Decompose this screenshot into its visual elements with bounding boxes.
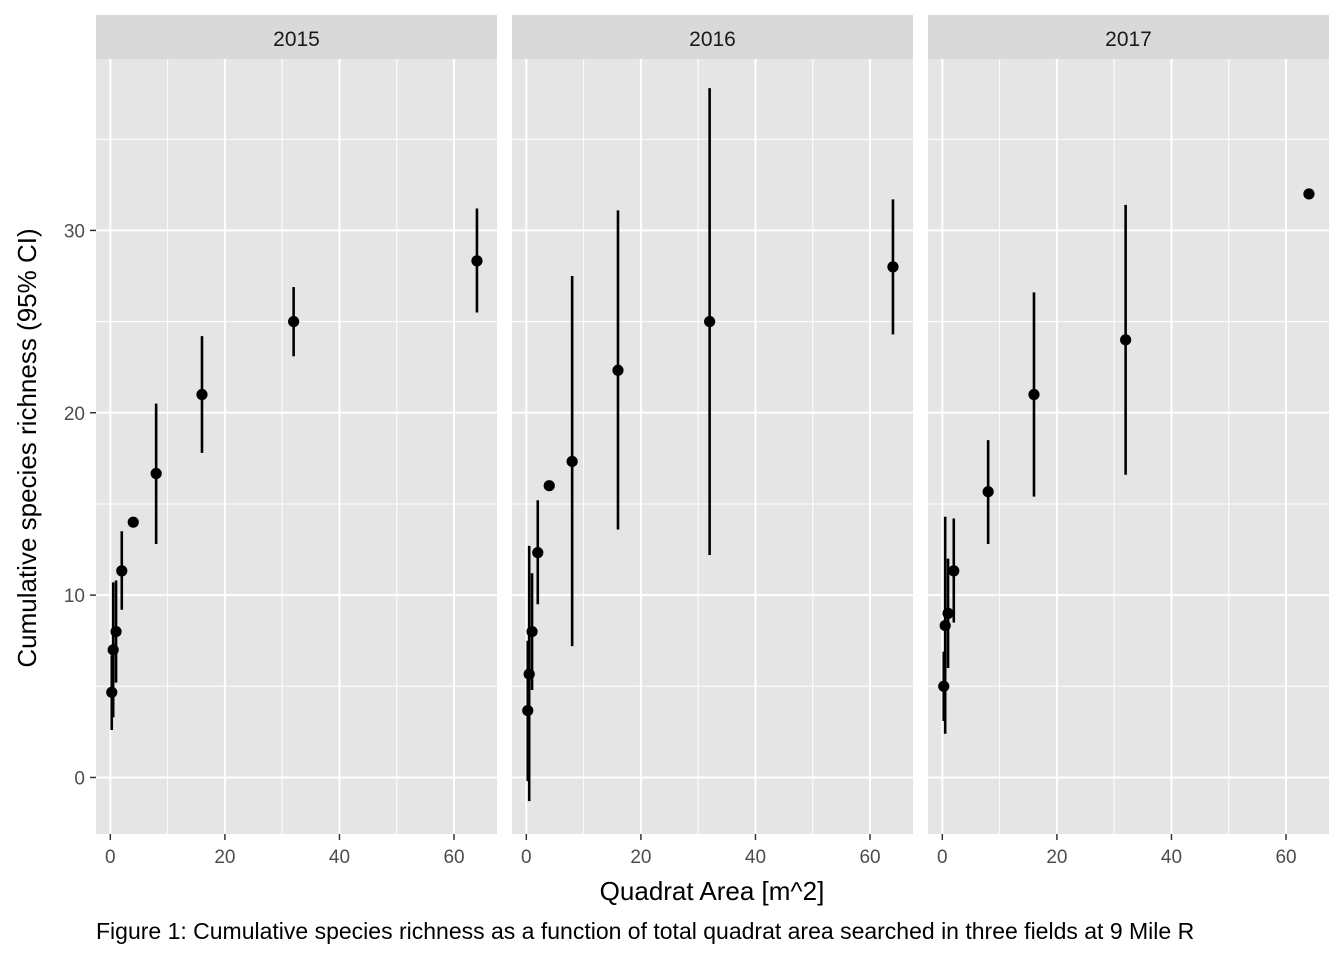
data-point: [522, 704, 534, 717]
x-tick-label: 0: [937, 847, 948, 868]
strip-background: [96, 15, 497, 59]
data-point: [526, 625, 538, 638]
strip-label: 2016: [689, 28, 736, 51]
data-point: [704, 315, 716, 328]
data-point: [543, 480, 555, 492]
y-tick-label: 20: [64, 404, 85, 425]
panel-background: [928, 59, 1329, 834]
data-point: [150, 467, 162, 480]
x-axis-title: Quadrat Area [m^2]: [600, 876, 825, 906]
strip-background: [512, 15, 913, 59]
y-tick-label: 30: [64, 221, 85, 242]
strip-label: 2017: [1105, 28, 1152, 51]
figure-caption: Figure 1: Cumulative species richness as…: [96, 918, 1194, 944]
data-point: [1120, 334, 1132, 346]
x-tick-label: 40: [745, 847, 766, 868]
data-point: [887, 261, 899, 273]
data-point: [116, 565, 128, 577]
data-point: [110, 625, 122, 638]
x-tick-label: 20: [1046, 847, 1067, 868]
data-point: [612, 364, 624, 376]
data-point: [196, 388, 208, 401]
x-tick-label: 60: [859, 847, 880, 868]
data-point: [288, 315, 300, 328]
data-point: [1028, 388, 1040, 401]
y-axis-title: Cumulative species richness (95% CI): [12, 228, 42, 667]
panels-layer: 2015 0 20 40 60 2016 0 20 40 60 2017 0 20 40 60: [96, 15, 1329, 868]
panel-2015: 2015 0 20 40 60: [96, 15, 497, 868]
y-tick-label: 10: [64, 586, 85, 607]
x-tick-label: 0: [521, 847, 532, 868]
x-tick-label: 20: [214, 847, 235, 868]
data-point: [982, 486, 994, 498]
x-tick-label: 40: [329, 847, 350, 868]
strip-background: [928, 15, 1329, 59]
data-point: [106, 686, 118, 698]
data-point: [471, 255, 483, 267]
y-axis: 0 10 20 30: [64, 221, 96, 789]
data-point: [566, 455, 578, 468]
data-point: [938, 680, 950, 692]
data-point: [1303, 188, 1315, 200]
x-tick-label: 40: [1161, 847, 1182, 868]
panel-2017: 2017 0 20 40 60: [928, 15, 1329, 868]
x-tick-label: 60: [443, 847, 464, 868]
panel-background: [512, 59, 913, 834]
data-point: [948, 565, 960, 577]
data-point: [532, 547, 544, 559]
panel-background: [96, 59, 497, 834]
x-tick-label: 60: [1275, 847, 1296, 868]
x-tick-label: 0: [105, 847, 116, 868]
data-point: [942, 607, 954, 619]
x-tick-label: 20: [630, 847, 651, 868]
panel-2016: 2016 0 20 40 60: [512, 15, 913, 868]
y-tick-label: 0: [74, 768, 85, 789]
strip-label: 2015: [273, 28, 320, 51]
data-point: [127, 516, 139, 528]
